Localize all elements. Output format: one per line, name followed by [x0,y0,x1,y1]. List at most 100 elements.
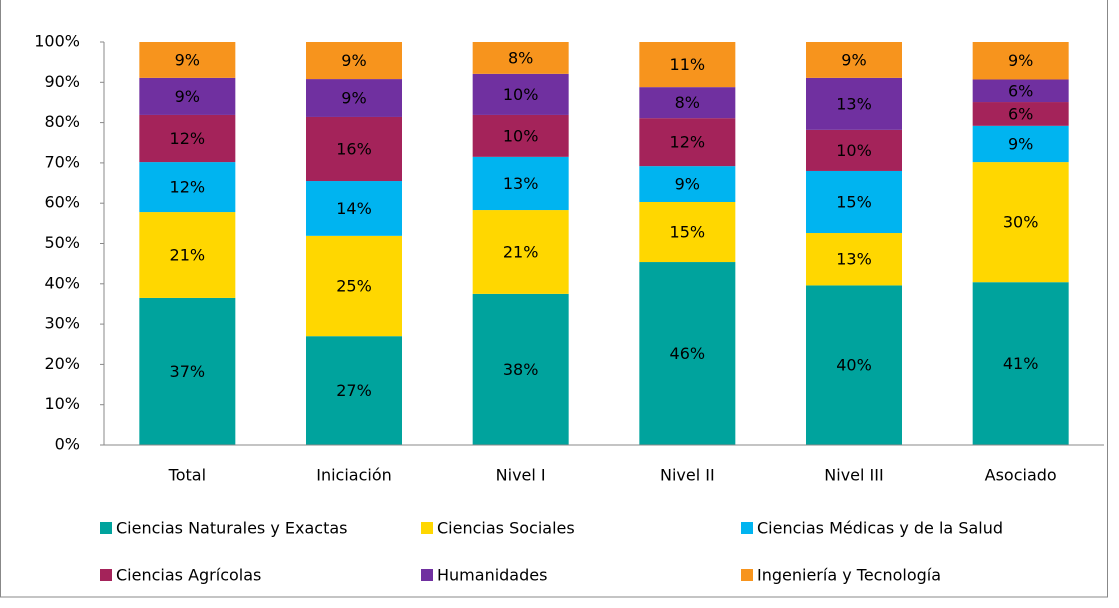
y-tick-label: 40% [44,273,80,292]
bar-segment [139,114,236,163]
value-label: 13% [503,174,539,193]
bar-segment [139,77,236,115]
bar-segment [972,282,1069,445]
legend-swatch [421,522,433,534]
x-tick-label: Asociado [985,466,1057,485]
x-tick-label: Nivel III [824,466,883,485]
value-label: 9% [675,175,700,194]
bar-segment [639,87,736,119]
value-label: 41% [1003,354,1039,373]
y-tick-label: 50% [44,233,80,252]
y-tick-label: 100% [34,32,80,51]
value-label: 40% [836,356,872,375]
value-label: 14% [336,199,372,218]
value-label: 16% [336,139,372,158]
value-label: 37% [170,362,206,381]
y-tick-label: 30% [44,314,80,333]
value-label: 9% [1008,134,1033,153]
bar-segment [472,210,569,294]
bar-segment [306,42,402,80]
value-label: 9% [175,87,200,106]
bar-segment [806,233,902,286]
legend-label: Ciencias Agrícolas [116,566,261,585]
x-tick-label: Iniciación [316,466,392,485]
bar-segment [639,118,736,167]
value-label: 27% [336,381,372,400]
legend-swatch [100,522,112,534]
bar-segment [972,162,1069,283]
bar-segment [806,285,902,445]
value-label: 15% [670,223,706,242]
bar-segment [639,166,736,202]
y-tick-label: 80% [44,112,80,131]
bar-segment [806,42,902,78]
y-tick-label: 10% [44,394,80,413]
bar-segment [306,336,402,445]
y-tick-label: 90% [44,72,80,91]
value-label: 8% [508,48,533,67]
bar-segment [639,262,736,445]
bar-segment [972,102,1069,126]
value-label: 9% [1008,51,1033,70]
value-label: 9% [841,50,866,69]
bar-segment [972,42,1069,80]
value-label: 21% [170,245,206,264]
value-label: 11% [670,55,706,74]
x-tick-label: Nivel I [496,466,546,485]
value-label: 12% [170,178,206,197]
legend-swatch [100,569,112,581]
value-label: 12% [670,133,706,152]
bar-segment [306,181,402,236]
value-label: 13% [836,250,872,269]
bar-segment [139,212,236,298]
bar-segment [139,297,236,445]
value-label: 21% [503,242,539,261]
legend-swatch [741,569,753,581]
value-label: 12% [170,129,206,148]
bar-segment [806,129,902,171]
value-label: 10% [503,85,539,104]
legend-label: Ciencias Sociales [437,519,575,538]
value-label: 13% [836,94,872,113]
value-label: 30% [1003,213,1039,232]
x-tick-label: Nivel II [660,466,715,485]
y-tick-label: 20% [44,354,80,373]
value-label: 25% [336,277,372,296]
bar-segment [639,42,736,88]
bar-segment [306,116,402,182]
bar-segment [806,170,902,234]
bar-segment [139,162,236,213]
value-label: 6% [1008,104,1033,123]
bar-segment [472,114,569,157]
bar-segment [306,79,402,117]
value-label: 9% [341,51,366,70]
bar-segment [472,73,569,115]
legend-label: Humanidades [437,566,547,585]
value-label: 38% [503,360,539,379]
value-label: 8% [675,93,700,112]
legend-label: Ciencias Médicas y de la Salud [757,519,1003,538]
legend-label: Ciencias Naturales y Exactas [116,519,348,538]
bar-segment [306,235,402,337]
y-tick-label: 60% [44,193,80,212]
bar-segment [139,42,236,78]
value-label: 15% [836,192,872,211]
value-label: 46% [670,344,706,363]
y-tick-label: 70% [44,152,80,171]
bar-segment [472,42,569,74]
bar-segment [972,125,1069,163]
bar-segment [639,201,736,263]
value-label: 9% [341,89,366,108]
value-label: 9% [175,50,200,69]
legend-swatch [421,569,433,581]
bar-segment [972,79,1069,103]
y-tick-label: 0% [55,435,80,454]
value-label: 10% [836,141,872,160]
bar-segment [472,293,569,445]
legend-swatch [741,522,753,534]
value-label: 10% [503,126,539,145]
value-label: 6% [1008,81,1033,100]
bar-segment [806,77,902,130]
